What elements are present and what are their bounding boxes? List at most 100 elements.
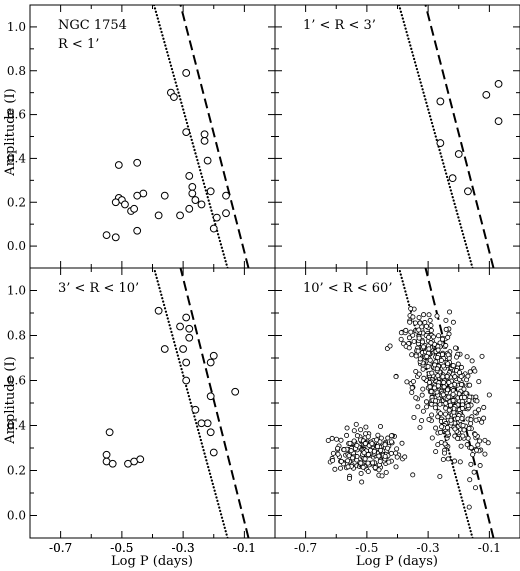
data-point [416, 335, 422, 341]
data-point [440, 457, 446, 463]
data-point [354, 443, 360, 449]
data-point [362, 441, 368, 447]
data-point [344, 432, 350, 438]
data-point [403, 327, 409, 333]
data-point [170, 93, 178, 101]
x-axis-label-right: Log P (days) [356, 554, 438, 569]
data-point [440, 363, 446, 369]
data-point [176, 322, 184, 331]
data-point [443, 343, 449, 349]
data-point [231, 387, 240, 396]
data-point [185, 204, 194, 213]
data-point [450, 363, 456, 369]
data-point [365, 468, 371, 474]
data-point [450, 391, 456, 397]
data-point [476, 407, 482, 413]
data-point [185, 324, 194, 333]
data-point [443, 400, 449, 406]
data-point [404, 379, 410, 385]
data-point [425, 364, 431, 370]
x-tick-label: -0.1 [233, 541, 256, 555]
panel-frame [274, 267, 520, 539]
data-point [482, 437, 488, 443]
data-point [346, 475, 352, 481]
panel-label: NGC 1754 [58, 18, 127, 33]
data-point [446, 379, 452, 385]
data-point [446, 394, 452, 400]
data-point [114, 161, 123, 169]
data-point [441, 379, 447, 385]
data-point [393, 450, 399, 456]
data-point [479, 353, 485, 359]
data-point [468, 445, 474, 451]
data-point [182, 358, 191, 367]
data-point [427, 317, 433, 323]
data-point [417, 356, 423, 362]
data-point [133, 158, 142, 167]
x-tick-label: -0.5 [110, 541, 133, 555]
data-point [445, 456, 451, 462]
data-point [337, 465, 343, 471]
data-point [203, 156, 212, 165]
data-point [467, 369, 473, 375]
data-point [363, 431, 369, 437]
y-tick-label: 0.4 [7, 151, 26, 165]
dotted-reference-line [152, 268, 229, 538]
data-point [206, 187, 215, 196]
data-point [358, 470, 364, 476]
x-tick-label: -0.7 [49, 541, 72, 555]
data-point [335, 445, 341, 451]
data-point [130, 204, 139, 213]
data-point [408, 306, 414, 312]
data-point [383, 469, 389, 475]
data-point [450, 319, 456, 325]
data-point [459, 364, 465, 370]
data-point [447, 309, 453, 315]
data-point [441, 384, 447, 390]
data-point [377, 424, 383, 430]
data-point [454, 354, 460, 360]
data-point [382, 442, 388, 448]
data-point [475, 442, 481, 448]
data-point [433, 425, 439, 431]
data-point [460, 433, 466, 439]
x-tick-label: -0.5 [355, 541, 378, 555]
data-point [445, 352, 451, 358]
data-point [467, 382, 473, 388]
data-point [438, 429, 444, 435]
data-point [330, 458, 336, 464]
data-point [443, 326, 449, 332]
data-points [325, 306, 492, 510]
data-point [461, 386, 467, 392]
data-point [182, 313, 191, 322]
data-point [209, 224, 218, 233]
panel-bottom-right: -0.7 -0.5 -0.3 -0.1 10’ < R < 60’ [274, 267, 520, 555]
data-point [413, 368, 419, 374]
data-point [435, 355, 441, 361]
data-point [330, 450, 336, 456]
data-point [351, 438, 357, 444]
data-point [365, 434, 371, 440]
data-point [453, 345, 459, 351]
data-point [111, 198, 120, 207]
data-point [443, 317, 449, 323]
data-point [455, 435, 461, 441]
data-point [447, 402, 453, 408]
data-points [436, 80, 503, 196]
data-point [440, 336, 446, 342]
data-point [434, 366, 440, 372]
data-point [382, 453, 388, 459]
data-point [423, 323, 429, 329]
data-point [188, 189, 197, 198]
data-point [494, 80, 503, 88]
data-point [434, 313, 440, 319]
data-point [433, 449, 439, 455]
data-point [133, 226, 142, 235]
data-point [182, 376, 191, 385]
data-point [121, 200, 129, 209]
data-point [432, 362, 438, 368]
data-point [420, 408, 426, 414]
data-point [386, 459, 392, 465]
data-point [440, 374, 446, 380]
data-point [482, 451, 488, 457]
